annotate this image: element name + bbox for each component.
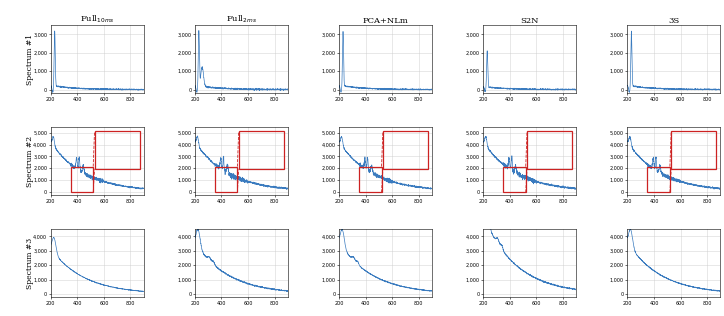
Bar [359, 167, 382, 192]
Bar [671, 131, 716, 169]
Y-axis label: Spectrum #3: Spectrum #3 [27, 237, 35, 289]
Bar [95, 131, 140, 169]
Bar [239, 131, 284, 169]
Bar [383, 131, 428, 169]
Title: 3S: 3S [668, 16, 680, 25]
Title: Full$_{2ms}$: Full$_{2ms}$ [226, 14, 257, 25]
Y-axis label: Spectrum #2: Spectrum #2 [27, 136, 35, 187]
Bar [503, 167, 526, 192]
Bar [71, 167, 93, 192]
Title: Full$_{10ms}$: Full$_{10ms}$ [80, 14, 114, 25]
Y-axis label: Spectrum #1: Spectrum #1 [27, 34, 35, 85]
Bar [647, 167, 670, 192]
Title: PCA+NLm: PCA+NLm [363, 16, 408, 25]
Bar [527, 131, 572, 169]
Bar [215, 167, 237, 192]
Title: S2N: S2N [521, 16, 539, 25]
